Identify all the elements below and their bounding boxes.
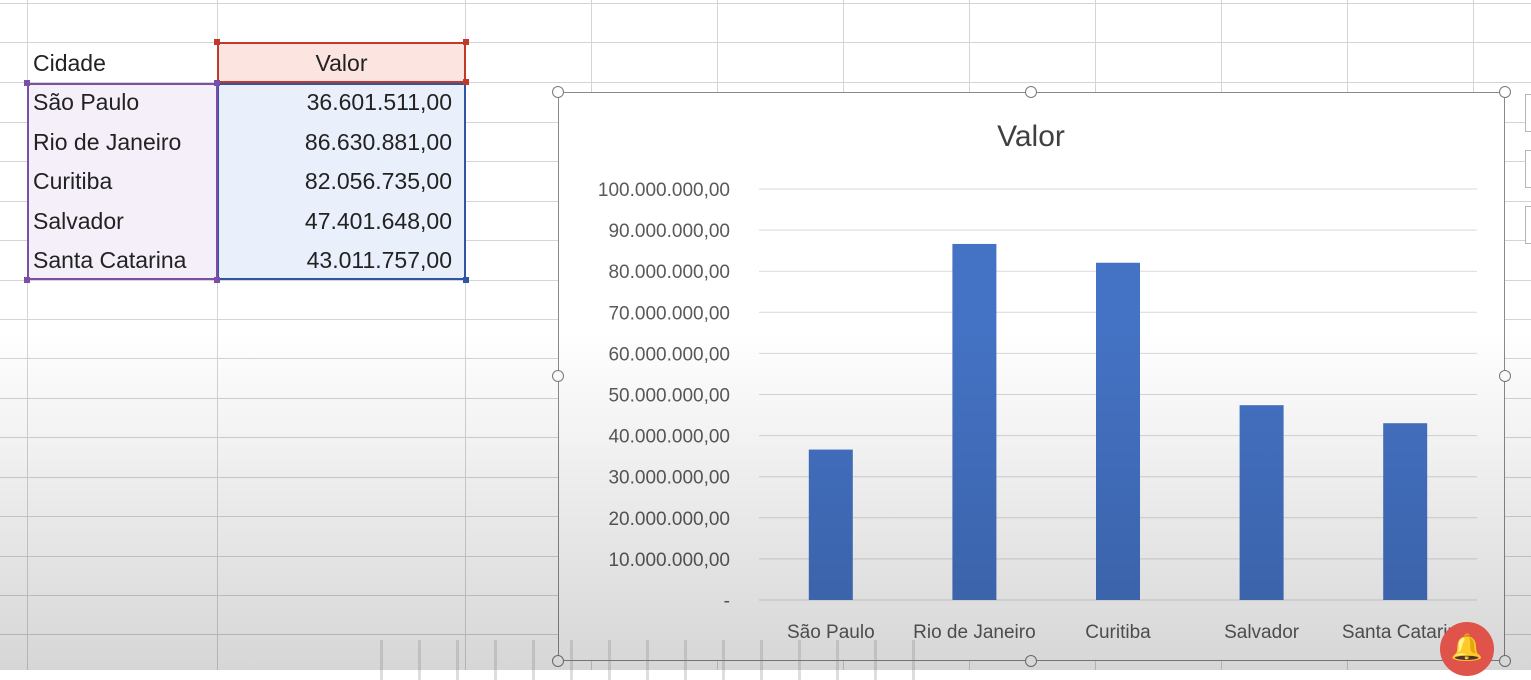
chart-resize-handle[interactable] bbox=[552, 86, 564, 98]
bar-5[interactable] bbox=[1383, 423, 1428, 600]
chart-resize-handle[interactable] bbox=[1499, 370, 1511, 382]
gridline bbox=[27, 0, 28, 670]
chart-resize-handle[interactable] bbox=[1499, 86, 1511, 98]
range-handle[interactable] bbox=[214, 80, 220, 86]
y-tick-label: 80.000.000,00 bbox=[608, 262, 730, 283]
y-tick-label: 90.000.000,00 bbox=[608, 221, 730, 242]
gridline bbox=[217, 0, 218, 670]
range-handle[interactable] bbox=[463, 39, 469, 45]
header-cidade[interactable]: Cidade bbox=[33, 50, 106, 76]
chart-elements-button[interactable] bbox=[1525, 94, 1531, 132]
cell-city-2[interactable]: Rio de Janeiro bbox=[33, 129, 182, 155]
x-tick-label: Rio de Janeiro bbox=[913, 622, 1036, 643]
y-tick-label: 30.000.000,00 bbox=[608, 468, 730, 489]
bar-4[interactable] bbox=[1239, 405, 1284, 600]
chart-filters-button[interactable] bbox=[1525, 206, 1531, 244]
y-tick-label: 100.000.000,00 bbox=[598, 180, 730, 201]
range-handle[interactable] bbox=[24, 80, 30, 86]
gridline bbox=[0, 42, 1531, 43]
cell-value-1[interactable]: 36.601.511,00 bbox=[306, 89, 452, 115]
x-tick-label: Curitiba bbox=[1085, 622, 1151, 643]
header-valor[interactable]: Valor bbox=[315, 50, 368, 76]
range-handle[interactable] bbox=[214, 277, 220, 283]
gridline bbox=[0, 3, 1531, 4]
gridline bbox=[465, 0, 466, 670]
gridline bbox=[0, 82, 1531, 83]
cell-city-1[interactable]: São Paulo bbox=[33, 89, 140, 115]
range-handle[interactable] bbox=[214, 39, 220, 45]
chart-resize-handle[interactable] bbox=[1499, 655, 1511, 667]
bar-1[interactable] bbox=[808, 449, 853, 600]
bell-icon[interactable]: 🔔 bbox=[1440, 622, 1494, 676]
y-tick-label: 10.000.000,00 bbox=[608, 550, 730, 571]
chart-resize-handle[interactable] bbox=[552, 655, 564, 667]
y-tick-label: - bbox=[724, 591, 730, 612]
chart-resize-handle[interactable] bbox=[1025, 655, 1037, 667]
cell-value-4[interactable]: 47.401.648,00 bbox=[304, 208, 452, 234]
cell-value-5[interactable]: 43.011.757,00 bbox=[306, 247, 452, 273]
cell-value-2[interactable]: 86.630.881,00 bbox=[304, 129, 452, 155]
range-handle[interactable] bbox=[463, 79, 469, 85]
y-tick-label: 20.000.000,00 bbox=[608, 509, 730, 530]
range-handle[interactable] bbox=[24, 277, 30, 283]
bar-chart[interactable]: Valor 100.000.000,00 90.000.000,00 80.000.… bbox=[558, 92, 1505, 661]
chart-resize-handle[interactable] bbox=[552, 370, 564, 382]
cell-city-5[interactable]: Santa Catarina bbox=[33, 247, 187, 273]
chart-resize-handle[interactable] bbox=[1025, 86, 1037, 98]
y-tick-label: 60.000.000,00 bbox=[608, 344, 730, 365]
chart-plot: Valor 100.000.000,00 90.000.000,00 80.000.… bbox=[598, 120, 1477, 643]
bar-3[interactable] bbox=[1096, 262, 1140, 600]
chart-title[interactable]: Valor bbox=[997, 120, 1065, 153]
x-tick-label: Santa Catarina bbox=[1342, 622, 1469, 643]
y-tick-label: 40.000.000,00 bbox=[608, 427, 730, 448]
y-tick-label: 50.000.000,00 bbox=[608, 386, 730, 407]
cell-value-3[interactable]: 82.056.735,00 bbox=[304, 168, 452, 194]
cell-city-3[interactable]: Curitiba bbox=[33, 168, 113, 194]
bar-2[interactable] bbox=[952, 243, 997, 600]
x-tick-label: São Paulo bbox=[787, 622, 875, 643]
x-tick-label: Salvador bbox=[1224, 622, 1300, 643]
cell-city-4[interactable]: Salvador bbox=[33, 208, 124, 234]
range-handle[interactable] bbox=[463, 277, 469, 283]
y-tick-label: 70.000.000,00 bbox=[608, 303, 730, 324]
chart-styles-button[interactable] bbox=[1525, 150, 1531, 188]
